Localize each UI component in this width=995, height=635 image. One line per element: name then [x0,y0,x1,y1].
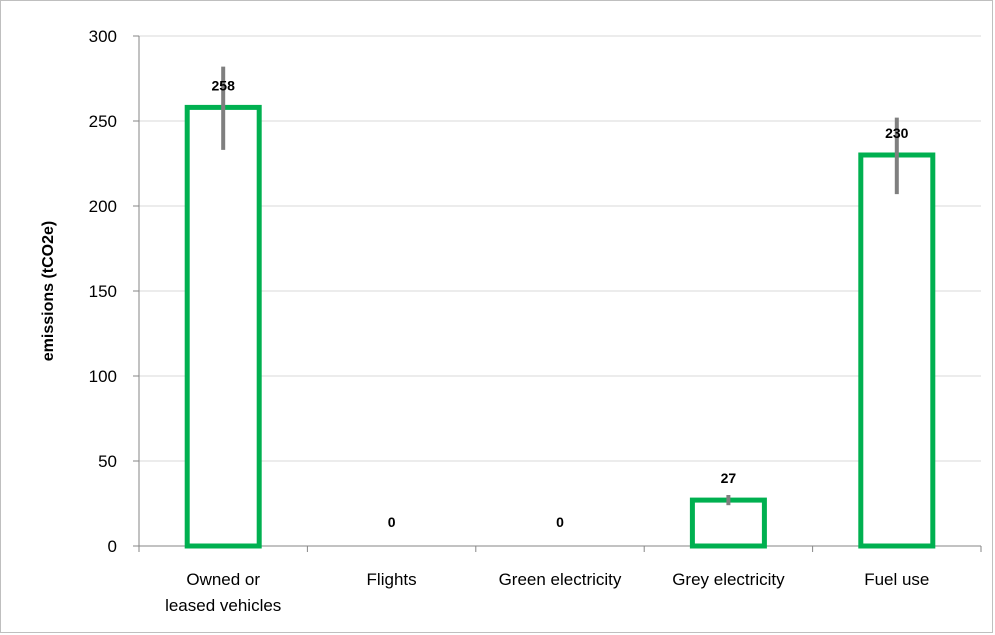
bar [184,104,262,549]
error-bars [221,66,899,506]
x-tick-label: Flights [367,570,417,589]
y-axis-label: emissions (tCO2e) [40,221,57,361]
data-label: 27 [721,470,737,486]
bar [689,497,767,549]
y-tick-label: 100 [89,367,117,386]
bars [184,104,936,549]
bar [858,152,936,549]
x-tick-label: Green electricity [499,570,622,589]
y-tick-label: 0 [108,537,117,556]
y-tick-label: 250 [89,112,117,131]
data-label: 258 [212,77,236,93]
y-tick-label: 200 [89,197,117,216]
y-tick-label: 300 [89,27,117,46]
gridlines [139,35,981,462]
y-axis: 0 50 100 150 200 250 300 [89,27,140,556]
x-tick-label: leased vehicles [165,596,281,615]
x-tick-label: Owned or [186,570,260,589]
data-labels: 258 0 0 27 230 [212,77,909,530]
data-label: 230 [885,125,909,141]
x-tick-label: Grey electricity [672,570,785,589]
data-label: 0 [388,514,396,530]
y-tick-label: 150 [89,282,117,301]
x-tick-label: Fuel use [864,570,929,589]
data-label: 0 [556,514,564,530]
y-tick-label: 50 [98,452,117,471]
x-axis: Owned or leased vehicles Flights Green elec… [138,545,982,615]
